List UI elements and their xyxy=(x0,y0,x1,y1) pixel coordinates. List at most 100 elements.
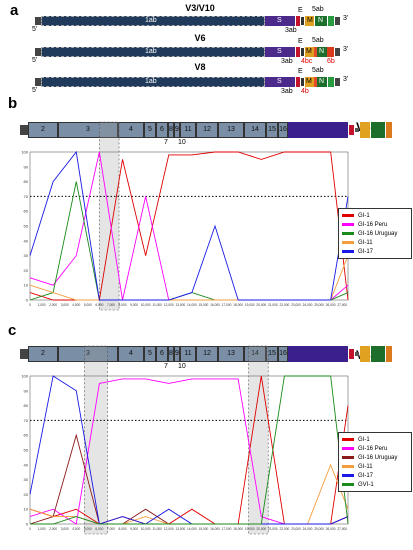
legend-swatch xyxy=(342,447,354,450)
orf-3ab-label: 3ab xyxy=(281,88,293,95)
e-block xyxy=(301,17,304,25)
x-tick-label: 16,000 xyxy=(210,527,220,531)
x-tick-label: 14,000 xyxy=(187,527,197,531)
legend-entry: GI-17 xyxy=(342,247,408,256)
panel-b-plot: 0 10 20 30 40 50 60 70 80 90 100 0 1,000 2,000 3,000 4,… xyxy=(18,121,413,320)
x-tick-label: 21,000 xyxy=(268,527,278,531)
n-block xyxy=(315,16,327,26)
y-tick-label: 100 xyxy=(21,150,28,155)
x-tick-label: 4,000 xyxy=(72,527,80,531)
x-tick-label: 10,000 xyxy=(141,527,151,531)
n-label: N xyxy=(319,48,325,55)
legend-label: GI-16 Uruguay xyxy=(358,454,398,461)
x-tick-label: 1,000 xyxy=(38,527,46,531)
x-tick-label: 13,000 xyxy=(175,527,185,531)
legend-swatch xyxy=(342,250,354,253)
s-block xyxy=(265,77,295,87)
y-tick-label: 0 xyxy=(26,522,29,527)
x-tick-label: 26,000 xyxy=(326,303,336,307)
panel-c-legend: GI-1 GI-16 Peru GI-16 Uruguay GI-11 GI-17 GVI… xyxy=(338,432,412,492)
orf1ab-block xyxy=(41,77,265,87)
x-tick-label: 22,000 xyxy=(280,527,290,531)
series-line-GI-1 xyxy=(29,151,349,301)
legend-label: GI-11 xyxy=(358,463,373,470)
e-block xyxy=(301,48,304,56)
orf-4bc-block xyxy=(314,47,317,57)
orf-5ab-label: 5ab xyxy=(312,67,324,74)
three-prime-label: 3' xyxy=(343,46,349,53)
panel-b-genome-banner: 2 3 4 5 6 8 9 11 12 13 14 15 16 7 10 xyxy=(18,117,392,149)
x-tick-label: 9,000 xyxy=(130,303,138,307)
y-tick-label: 30 xyxy=(24,253,29,258)
legend-swatch xyxy=(342,223,354,226)
genome-diagram-v3v10: 1ab S E M N 5ab 3ab 5' 3' xyxy=(32,6,355,34)
x-tick-label: 5,000 xyxy=(84,303,92,307)
banner-n-block xyxy=(371,346,385,362)
banner-orf5-block xyxy=(386,122,392,138)
x-tick-label: 8,000 xyxy=(119,303,127,307)
legend-entry: GI-16 Uruguay xyxy=(342,453,408,462)
x-tick-label: 3,000 xyxy=(61,527,69,531)
banner-segment-5: 5 xyxy=(144,346,156,362)
x-tick-label: 1,000 xyxy=(38,303,46,307)
banner-segment-3: 3 xyxy=(58,122,118,138)
legend-swatch xyxy=(342,474,354,477)
legend-entry: GVI-1 xyxy=(342,480,408,489)
banner-segment-12: 12 xyxy=(196,122,218,138)
m-label: M xyxy=(307,17,313,24)
x-tick-label: 6,000 xyxy=(95,527,103,531)
orf-3ab-block xyxy=(296,47,300,57)
m-block xyxy=(305,77,314,87)
x-tick-label: 14,000 xyxy=(187,303,197,307)
legend-label: GI-17 xyxy=(358,472,374,479)
x-tick-label: 3,000 xyxy=(61,303,69,307)
x-tick-label: 7,000 xyxy=(107,303,115,307)
n-block xyxy=(317,47,327,57)
orf-6b-block xyxy=(327,47,334,57)
x-tick-label: 26,000 xyxy=(326,527,336,531)
genome-title-v6: V6 xyxy=(194,33,206,43)
banner-segment-3: 3 xyxy=(58,346,118,362)
cap-5 xyxy=(35,17,41,25)
x-tick-label: 18,000 xyxy=(233,303,243,307)
banner-segment-6: 6 xyxy=(156,346,168,362)
series-line-GI-16 Uruguay xyxy=(29,181,349,301)
legend-entry: GI-16 Peru xyxy=(342,444,408,453)
x-tick-label: 2,000 xyxy=(49,303,57,307)
y-tick-label: 40 xyxy=(24,462,29,467)
legend-entry: GI-16 Uruguay xyxy=(342,229,408,238)
legend-label: GI-1 xyxy=(358,212,370,219)
banner-e-block xyxy=(355,128,359,132)
cap-5 xyxy=(35,78,41,86)
x-tick-label: 24,000 xyxy=(303,303,313,307)
x-tick-label: 11,000 xyxy=(152,527,162,531)
legend-entry: GI-11 xyxy=(342,462,408,471)
banner-m-block xyxy=(360,122,370,138)
banner-segment-12: 12 xyxy=(196,346,218,362)
legend-swatch xyxy=(342,456,354,459)
legend-entry: GI-1 xyxy=(342,435,408,444)
banner-segment-15: 15 xyxy=(266,346,278,362)
legend-swatch xyxy=(342,241,354,244)
x-tick-label: 18,000 xyxy=(233,527,243,531)
orf-5ab-block xyxy=(328,77,334,87)
banner-sublabel-10: 10 xyxy=(178,363,186,370)
orf-3ab-block xyxy=(296,16,300,26)
x-tick-label: 6,000 xyxy=(95,303,103,307)
banner-orf3-block xyxy=(349,349,354,359)
cap-5 xyxy=(35,48,41,56)
legend-label: GI-16 Peru xyxy=(358,221,388,228)
orf1ab-label: 1ab xyxy=(145,17,157,24)
legend-label: GI-1 xyxy=(358,436,370,443)
banner-sublabel-10: 10 xyxy=(178,139,186,146)
cap-3 xyxy=(335,17,340,25)
orf-5ab-block xyxy=(328,16,334,26)
series-line-GVI-1 xyxy=(30,375,349,525)
banner-e-block xyxy=(355,352,359,356)
x-tick-label: 7,000 xyxy=(107,527,115,531)
y-tick-label: 60 xyxy=(24,209,29,214)
e-label: E xyxy=(298,7,303,14)
three-prime-label: 3' xyxy=(343,76,349,83)
legend-swatch xyxy=(342,232,354,235)
n-label: N xyxy=(319,78,325,85)
